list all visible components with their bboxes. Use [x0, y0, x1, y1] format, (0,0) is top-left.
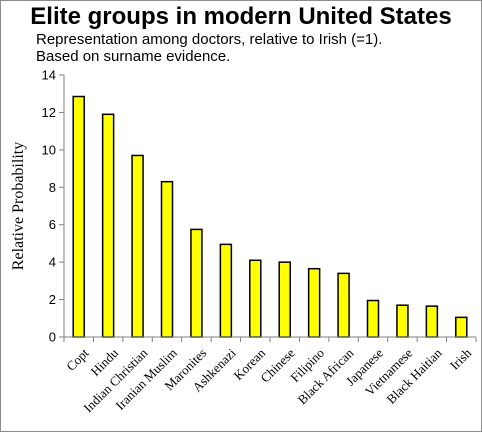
- x-tick-label: Irish: [447, 345, 475, 373]
- y-tick-label: 12: [42, 105, 56, 120]
- bar-iranian-muslim: [160, 180, 174, 338]
- bar-indian-christian: [131, 154, 144, 338]
- y-tick-label: 0: [49, 330, 56, 345]
- bar-chinese: [278, 261, 291, 338]
- chart-subtitle-line-2: Based on surname evidence.: [36, 48, 231, 65]
- bar-korean: [249, 259, 262, 338]
- y-tick-label: 8: [49, 180, 56, 195]
- bars: [72, 95, 468, 338]
- y-tick-label: 6: [49, 217, 56, 232]
- chart-title: Elite groups in modern United States: [30, 3, 452, 30]
- y-axis-ticks: 0 2 4 6 8 10 12 14: [42, 68, 64, 345]
- bar-ashkenazi: [219, 243, 233, 338]
- y-tick-label: 10: [42, 142, 56, 157]
- y-tick-label: 4: [49, 255, 56, 270]
- bar-filipino: [307, 267, 321, 338]
- y-tick-label: 2: [49, 292, 56, 307]
- y-tick-label: 14: [42, 68, 56, 83]
- y-axis-title: Relative Probability: [10, 142, 27, 270]
- chart-subtitle-line-1: Representation among doctors, relative t…: [36, 31, 383, 48]
- bar-japanese: [366, 299, 380, 338]
- bar-black-haitian: [425, 305, 439, 338]
- bar-hindu: [101, 113, 115, 338]
- bar-copt: [72, 95, 85, 338]
- bar-irish: [455, 316, 468, 338]
- bar-black-african: [337, 272, 350, 338]
- bar-vietnamese: [396, 304, 409, 338]
- bar-maronites: [190, 228, 203, 338]
